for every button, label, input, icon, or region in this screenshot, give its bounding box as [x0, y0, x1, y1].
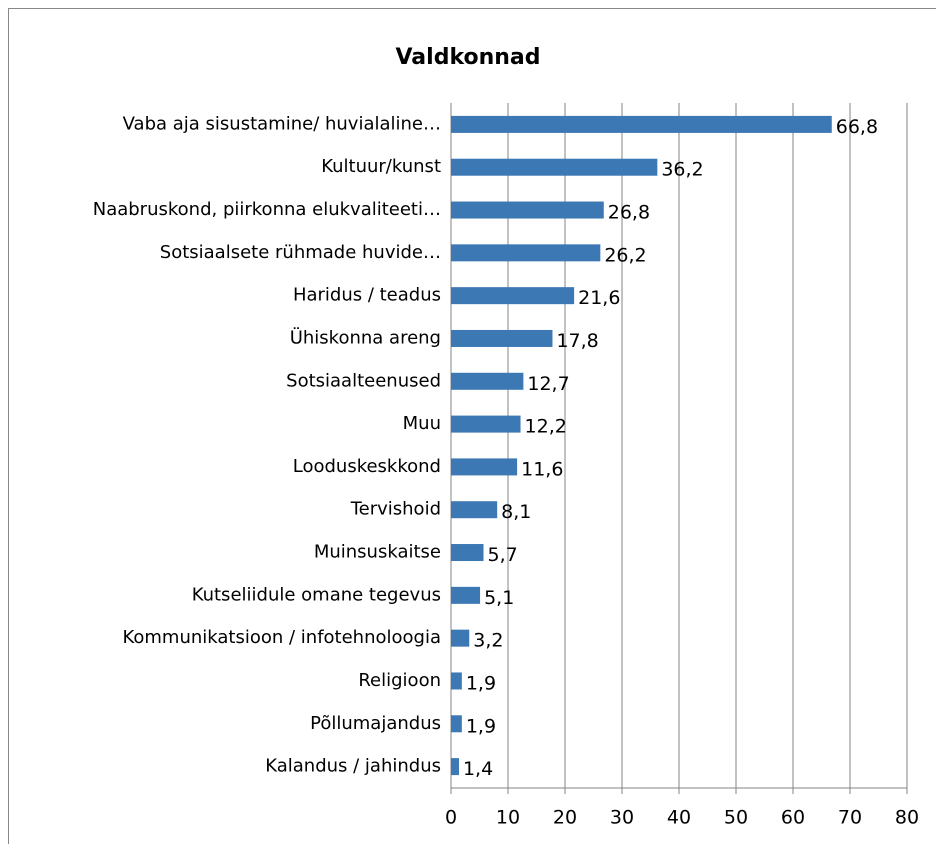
data-label: 5,1	[484, 587, 514, 609]
data-label: 26,8	[608, 202, 650, 224]
data-label: 12,2	[525, 416, 567, 438]
x-tick-label: 60	[781, 807, 805, 829]
category-label: Kultuur/kunst	[321, 156, 441, 177]
data-label: 1,9	[466, 715, 496, 737]
bar	[451, 458, 518, 476]
bar	[451, 415, 521, 433]
category-label: Kutseliidule omane tegevus	[192, 584, 441, 605]
bar	[451, 672, 462, 690]
bar	[451, 501, 498, 519]
bar	[451, 758, 459, 776]
data-label: 1,9	[466, 672, 496, 694]
category-label: Looduskeskkond	[293, 456, 441, 477]
category-label: Vaba aja sisustamine/ huvialaline…	[123, 113, 441, 134]
data-label: 26,2	[604, 244, 646, 266]
category-label: Muu	[403, 413, 441, 434]
category-label: Sotsiaalsete rühmade huvide…	[160, 242, 441, 263]
data-label: 3,2	[473, 630, 503, 652]
category-label: Ühiskonna areng	[290, 326, 441, 348]
bar	[451, 372, 524, 390]
x-tick-label: 10	[496, 807, 520, 829]
category-label: Muinsuskaitse	[314, 542, 441, 563]
x-tick-label: 30	[610, 807, 634, 829]
data-label: 1,4	[463, 758, 493, 780]
bar	[451, 629, 470, 647]
data-label: 66,8	[836, 116, 878, 138]
bar	[451, 115, 832, 133]
bar	[451, 244, 601, 262]
x-tick-label: 50	[724, 807, 748, 829]
data-label: 5,7	[487, 544, 517, 566]
category-label: Kommunikatsioon / infotehnoloogia	[122, 627, 441, 648]
data-label: 12,7	[527, 373, 569, 395]
bar	[451, 158, 658, 176]
bar	[451, 715, 462, 733]
data-label: 8,1	[501, 501, 531, 523]
x-tick-label: 0	[445, 807, 457, 829]
category-label: Sotsiaalteenused	[286, 370, 441, 391]
bar	[451, 329, 553, 347]
data-label: 36,2	[661, 159, 703, 181]
bar	[451, 287, 575, 305]
category-label: Kalandus / jahindus	[265, 756, 441, 777]
category-label: Tervishoid	[350, 499, 441, 520]
chart-frame	[8, 8, 936, 844]
data-label: 11,6	[521, 458, 563, 480]
category-label: Haridus / teadus	[293, 285, 441, 306]
category-label: Religioon	[358, 670, 441, 691]
x-tick-label: 80	[895, 807, 919, 829]
x-tick-label: 70	[838, 807, 862, 829]
bar	[451, 201, 604, 219]
chart-title: Valdkonnad	[395, 45, 540, 70]
data-label: 17,8	[556, 330, 598, 352]
x-tick-label: 20	[553, 807, 577, 829]
category-label: Naabruskond, piirkonna elukvaliteeti…	[93, 199, 441, 220]
category-label: Põllumajandus	[310, 713, 441, 734]
bar	[451, 586, 481, 604]
x-tick-label: 40	[667, 807, 691, 829]
bar	[451, 544, 484, 562]
data-label: 21,6	[578, 287, 620, 309]
